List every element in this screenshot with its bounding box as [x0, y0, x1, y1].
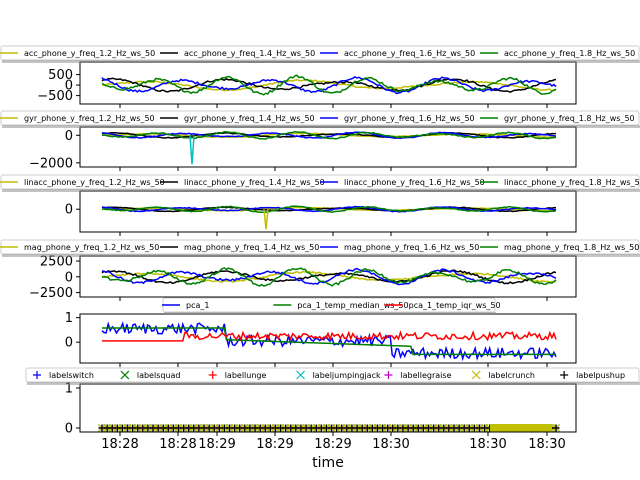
- series-acc_phone_y_freq_1.4_Hz_ws_50: [101, 77, 557, 94]
- series-linacc_phone_y_freq_1.4_Hz_ws_50: [101, 206, 557, 213]
- plot-area-pca: [101, 321, 557, 362]
- legend-label: labeljumpingjack: [313, 371, 381, 380]
- linacc-spike: [263, 209, 269, 230]
- legend-label: labellegraise: [400, 371, 451, 380]
- xtick-label: 18:28: [101, 437, 138, 452]
- xtick-label: 18:30: [469, 437, 506, 452]
- legend-label: labelcrunch: [488, 371, 535, 380]
- legend-label: acc_phone_y_freq_1.6_Hz_ws_50: [344, 49, 475, 58]
- ytick-label: 0: [65, 79, 73, 94]
- x-axis: 18:28 18:28 18:29 18:29 18:29 18:30 18:30 18:30…: [101, 437, 565, 471]
- gyr-spike: [189, 135, 195, 165]
- plot-area-linacc: [101, 205, 557, 230]
- legend-marker: [33, 371, 41, 379]
- legend-label: gyr_phone_y_freq_1.2_Hz_ws_50: [24, 114, 155, 123]
- ytick-label: 1: [65, 382, 73, 397]
- xtick-label: 18:28: [159, 437, 196, 452]
- ytick-label: 0: [65, 129, 73, 144]
- ytick-label: 0: [65, 270, 73, 285]
- legend-pca: pca_1 pca_1_temp_median_ws_50 pca_1_temp_i…: [162, 297, 501, 315]
- series-linacc_phone_y_freq_1.8_Hz_ws_50: [102, 205, 557, 214]
- ytick-label: 0: [65, 336, 73, 351]
- legend-label: linacc_phone_y_freq_1.2_Hz_ws_50: [24, 178, 165, 187]
- ytick-label: 1: [65, 311, 73, 326]
- legend-label: acc_phone_y_freq_1.2_Hz_ws_50: [24, 49, 155, 58]
- legend-label: linacc_phone_y_freq_1.6_Hz_ws_50: [344, 178, 485, 187]
- legend-label: labelswitch: [49, 371, 94, 380]
- legend-label: gyr_phone_y_freq_1.8_Hz_ws_50: [504, 114, 635, 123]
- legend-label: acc_phone_y_freq_1.4_Hz_ws_50: [184, 49, 315, 58]
- series-pca_1_temp_iqr_ws_50: [102, 330, 557, 342]
- legend-marker: [120, 370, 130, 380]
- ytick-label: −2000: [29, 156, 73, 171]
- series-gyr_phone_y_freq_1.4_Hz_ws_50: [101, 131, 557, 139]
- ytick-label: 0: [65, 203, 73, 218]
- legend-mag: mag_phone_y_freq_1.2_Hz_ws_50 mag_phone_y…: [0, 239, 640, 257]
- series-acc_phone_y_freq_1.6_Hz_ws_50: [101, 76, 557, 95]
- legend-marker: [384, 371, 393, 379]
- legend-label: mag_phone_y_freq_1.2_Hz_ws_50: [24, 243, 159, 252]
- legend-label: labelsquad: [137, 371, 181, 380]
- legend-label: labelpushup: [576, 371, 625, 380]
- series-mag_phone_y_freq_1.8_Hz_ws_50: [101, 267, 557, 287]
- legend-label: pca_1_temp_median_ws_50: [297, 301, 408, 310]
- legend-label: labellunge: [225, 371, 267, 380]
- xtick-label: 18:29: [198, 437, 235, 452]
- labelcrunch-band: [490, 424, 552, 432]
- legend-label: mag_phone_y_freq_1.4_Hz_ws_50: [184, 243, 319, 252]
- legend-label: acc_phone_y_freq_1.8_Hz_ws_50: [504, 49, 635, 58]
- legend-label: pca_1_temp_iqr_ws_50: [409, 301, 501, 310]
- ytick-label: 2500: [40, 255, 73, 270]
- legend-label: gyr_phone_y_freq_1.6_Hz_ws_50: [344, 114, 475, 123]
- series-mag_phone_y_freq_1.4_Hz_ws_50: [101, 269, 557, 285]
- ytick-label: 0: [65, 422, 73, 437]
- series-mag_phone_y_freq_1.6_Hz_ws_50: [101, 267, 557, 286]
- panel-labels: 1 0 labelswitch labelsquad labellunge labelju…: [25, 367, 640, 437]
- legend-label: pca_1: [186, 301, 209, 310]
- ytick-label: −500: [37, 89, 73, 104]
- legend-marker: [471, 370, 481, 380]
- legend-label: linacc_phone_y_freq_1.8_Hz_ws_50: [504, 178, 640, 187]
- legend-label: linacc_phone_y_freq_1.4_Hz_ws_50: [184, 178, 325, 187]
- xtick-label: 18:29: [314, 437, 351, 452]
- legend-marker: [560, 371, 569, 379]
- plot-area-labels: [98, 424, 560, 432]
- legend-linacc: linacc_phone_y_freq_1.2_Hz_ws_50 linacc_p…: [0, 174, 640, 192]
- ytick-label: 500: [48, 68, 73, 83]
- legend-marker: [296, 370, 305, 380]
- plot-area-gyr: [101, 130, 557, 165]
- legend-label: mag_phone_y_freq_1.6_Hz_ws_50: [344, 243, 479, 252]
- series-gyr_phone_y_freq_1.8_Hz_ws_50: [101, 130, 557, 140]
- xtick-label: 18:30: [372, 437, 409, 452]
- legend-acc: acc_phone_y_freq_1.2_Hz_ws_50 acc_phone_y…: [0, 45, 640, 63]
- legend-gyr: gyr_phone_y_freq_1.2_Hz_ws_50 gyr_phone_y…: [0, 110, 640, 128]
- series-acc_phone_y_freq_1.8_Hz_ws_50: [101, 74, 557, 96]
- xtick-label: 18:30: [528, 437, 565, 452]
- legend-label: gyr_phone_y_freq_1.4_Hz_ws_50: [184, 114, 315, 123]
- panel-pca: 1 0 pca_1 pca_1_temp_median_ws_50 pca_1_temp…: [65, 297, 577, 367]
- ytick-label: −2500: [29, 286, 73, 301]
- legend-labels: labelswitch labelsquad labellunge labeljump…: [25, 367, 640, 385]
- x-axis-label: time: [312, 455, 344, 471]
- plot-area-mag: [101, 267, 557, 287]
- legend-marker: [208, 371, 217, 379]
- series-pca_1_temp_median_ws_50: [102, 327, 556, 356]
- plot-area-acc: [101, 74, 557, 96]
- legend-label: mag_phone_y_freq_1.8_Hz_ws_50: [504, 243, 639, 252]
- xtick-label: 18:29: [256, 437, 293, 452]
